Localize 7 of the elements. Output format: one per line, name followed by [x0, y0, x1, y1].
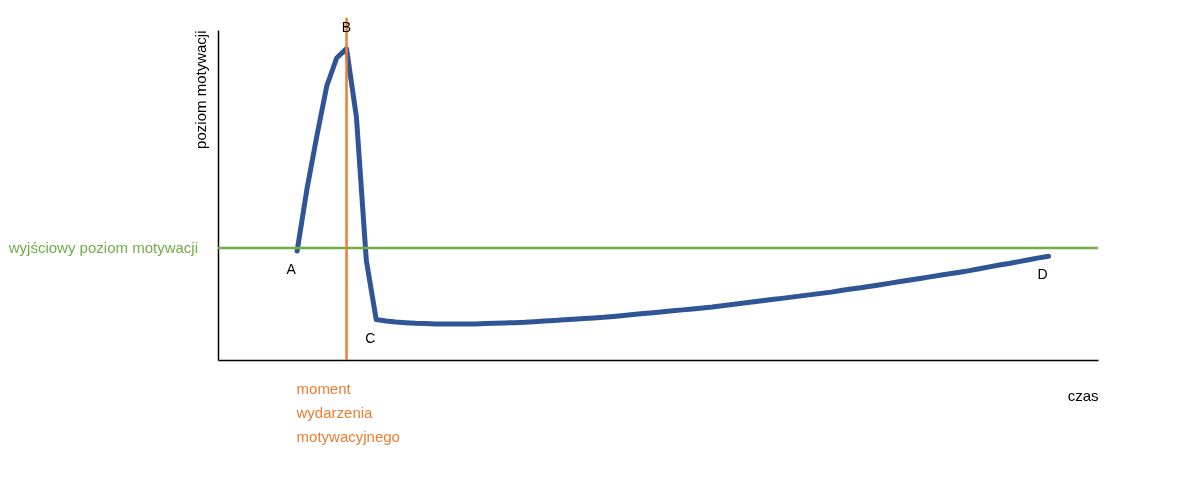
annotation: C — [365, 329, 376, 346]
x-axis-title: czas — [1067, 386, 1099, 404]
ref-line-label: wyjściowy poziom motywacji — [7, 238, 198, 256]
annotation: D — [1037, 266, 1048, 283]
text: moment wydarzenia motywacyjnego — [296, 380, 400, 445]
y-axis-title: poziom motywacji — [191, 30, 209, 149]
annotation: A — [286, 261, 297, 278]
